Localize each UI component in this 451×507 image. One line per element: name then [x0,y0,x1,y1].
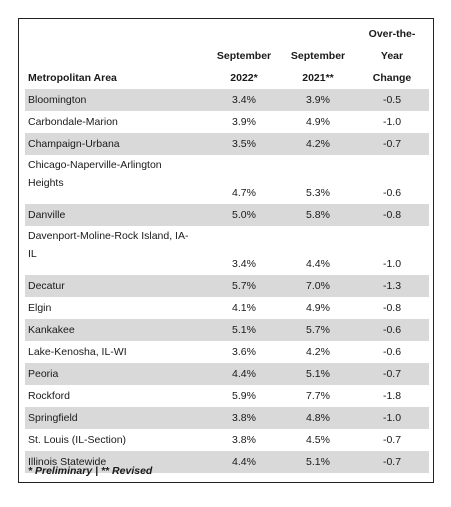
header-sep2021-line1: September [290,50,346,62]
table-row: Decatur 5.7% 7.0% -1.3 [25,275,429,297]
sep2021-cell: 7.0% [281,275,355,297]
unemployment-table: Over-the- September September Year Metro… [25,23,429,473]
area-cell: Elgin [28,302,52,314]
header-change-line2: Year [380,50,404,62]
change-cell: -0.7 [355,451,429,473]
sep2022-cell: 5.7% [207,275,281,297]
change-cell: -0.8 [355,204,429,226]
sep2021-cell: 4.9% [306,116,330,128]
area-cell: Rockford [28,390,71,402]
table-row: Springfield 3.8% 4.8% -1.0 [25,407,429,429]
table-row: Bloomington 3.4% 3.9% -0.5 [25,89,429,111]
sep2021-cell: 4.5% [306,434,330,446]
change-cell: -0.6 [382,346,402,358]
table-row: Champaign-Urbana 3.5% 4.2% -0.7 [25,133,429,155]
change-cell: -0.6 [355,319,429,341]
area-line1: Chicago-Naperville-Arlington [28,159,162,171]
header-change-line1: Over-the- [368,28,416,40]
change-cell: -0.7 [355,133,429,155]
area-cell: Danville [25,204,207,226]
area-cell: Carbondale-Marion [28,116,118,128]
table-row: Danville 5.0% 5.8% -0.8 [25,204,429,226]
sep2022-cell: 3.9% [232,116,256,128]
header-change-line3: Change [372,72,412,84]
sep2022-cell: 3.8% [232,434,256,446]
area-line1: Davenport-Moline-Rock Island, IA- [28,230,189,242]
change-cell: -1.0 [355,407,429,429]
change-cell: -0.6 [382,187,402,199]
table-frame: Over-the- September September Year Metro… [18,18,434,483]
area-line2: Heights [28,177,64,189]
area-cell: Kankakee [25,319,207,341]
sep2022-cell: 4.7% [232,187,256,199]
change-cell: -1.3 [355,275,429,297]
header-sep2022-line2: 2022* [230,72,258,84]
sep2022-cell: 4.4% [207,451,281,473]
area-cell: Davenport-Moline-Rock Island, IA- IL [25,226,207,275]
table-row: Davenport-Moline-Rock Island, IA- IL 3.4… [25,226,429,275]
area-cell: Chicago-Naperville-Arlington Heights [25,155,207,204]
area-line2: IL [28,248,37,260]
change-cell: -1.0 [382,116,402,128]
header-sep2021-line2: 2021** [302,72,334,84]
sep2021-cell: 7.7% [306,390,330,402]
area-cell: St. Louis (IL-Section) [28,434,127,446]
table-row: Peoria 4.4% 5.1% -0.7 [25,363,429,385]
area-cell: Champaign-Urbana [25,133,207,155]
sep2021-cell: 5.3% [306,187,330,199]
sep2021-cell: 4.2% [306,346,330,358]
sep2022-cell: 4.4% [207,363,281,385]
table-header: Over-the- September September Year Metro… [25,23,429,89]
change-cell: -0.7 [382,434,402,446]
table-footnote: * Preliminary | ** Revised [28,465,153,477]
table-row: Rockford 5.9% 7.7% -1.8 [25,385,429,407]
sep2022-cell: 3.4% [207,89,281,111]
sep2021-cell: 3.9% [281,89,355,111]
sep2021-cell: 4.9% [306,302,330,314]
sep2021-cell: 5.1% [281,451,355,473]
sep2022-cell: 3.6% [232,346,256,358]
sep2022-cell: 3.8% [207,407,281,429]
sep2021-cell: 4.8% [281,407,355,429]
area-cell: Lake-Kenosha, IL-WI [28,346,127,358]
change-cell: -0.8 [382,302,402,314]
change-cell: -0.7 [355,363,429,385]
area-cell: Illinois Statewide [25,451,207,473]
header-area: Metropolitan Area [28,72,117,84]
header-sep2022-line1: September [216,50,272,62]
table-row: Chicago-Naperville-Arlington Heights 4.7… [25,155,429,204]
table-row: Lake-Kenosha, IL-WI 3.6% 4.2% -0.6 [25,341,429,363]
table-row: Illinois Statewide 4.4% 5.1% -0.7 [25,451,429,473]
table-row: St. Louis (IL-Section) 3.8% 4.5% -0.7 [25,429,429,451]
sep2022-cell: 3.5% [207,133,281,155]
sep2022-cell: 3.4% [232,258,256,270]
area-cell: Springfield [25,407,207,429]
change-cell: -0.5 [355,89,429,111]
sep2021-cell: 4.2% [281,133,355,155]
sep2022-cell: 5.1% [207,319,281,341]
sep2021-cell: 5.7% [281,319,355,341]
change-cell: -1.8 [382,390,402,402]
table-row: Kankakee 5.1% 5.7% -0.6 [25,319,429,341]
change-cell: -1.0 [382,258,402,270]
table-row: Carbondale-Marion 3.9% 4.9% -1.0 [25,111,429,133]
area-cell: Bloomington [25,89,207,111]
sep2022-cell: 5.9% [232,390,256,402]
sep2022-cell: 5.0% [207,204,281,226]
area-cell: Peoria [25,363,207,385]
sep2022-cell: 4.1% [232,302,256,314]
sep2021-cell: 4.4% [306,258,330,270]
area-cell: Decatur [25,275,207,297]
sep2021-cell: 5.1% [281,363,355,385]
table-row: Elgin 4.1% 4.9% -0.8 [25,297,429,319]
sep2021-cell: 5.8% [281,204,355,226]
